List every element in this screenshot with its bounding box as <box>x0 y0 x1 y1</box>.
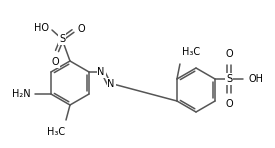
Text: HO: HO <box>34 23 49 33</box>
Text: H₃C: H₃C <box>47 127 65 137</box>
Text: O: O <box>51 57 59 67</box>
Text: S: S <box>59 34 65 44</box>
Text: H₃C: H₃C <box>182 47 200 57</box>
Text: N: N <box>107 79 115 89</box>
Text: O: O <box>225 99 233 109</box>
Text: O: O <box>77 24 85 34</box>
Text: N: N <box>97 67 105 77</box>
Text: S: S <box>226 74 232 84</box>
Text: O: O <box>225 49 233 59</box>
Text: OH: OH <box>248 74 263 84</box>
Text: H₂N: H₂N <box>12 89 31 99</box>
